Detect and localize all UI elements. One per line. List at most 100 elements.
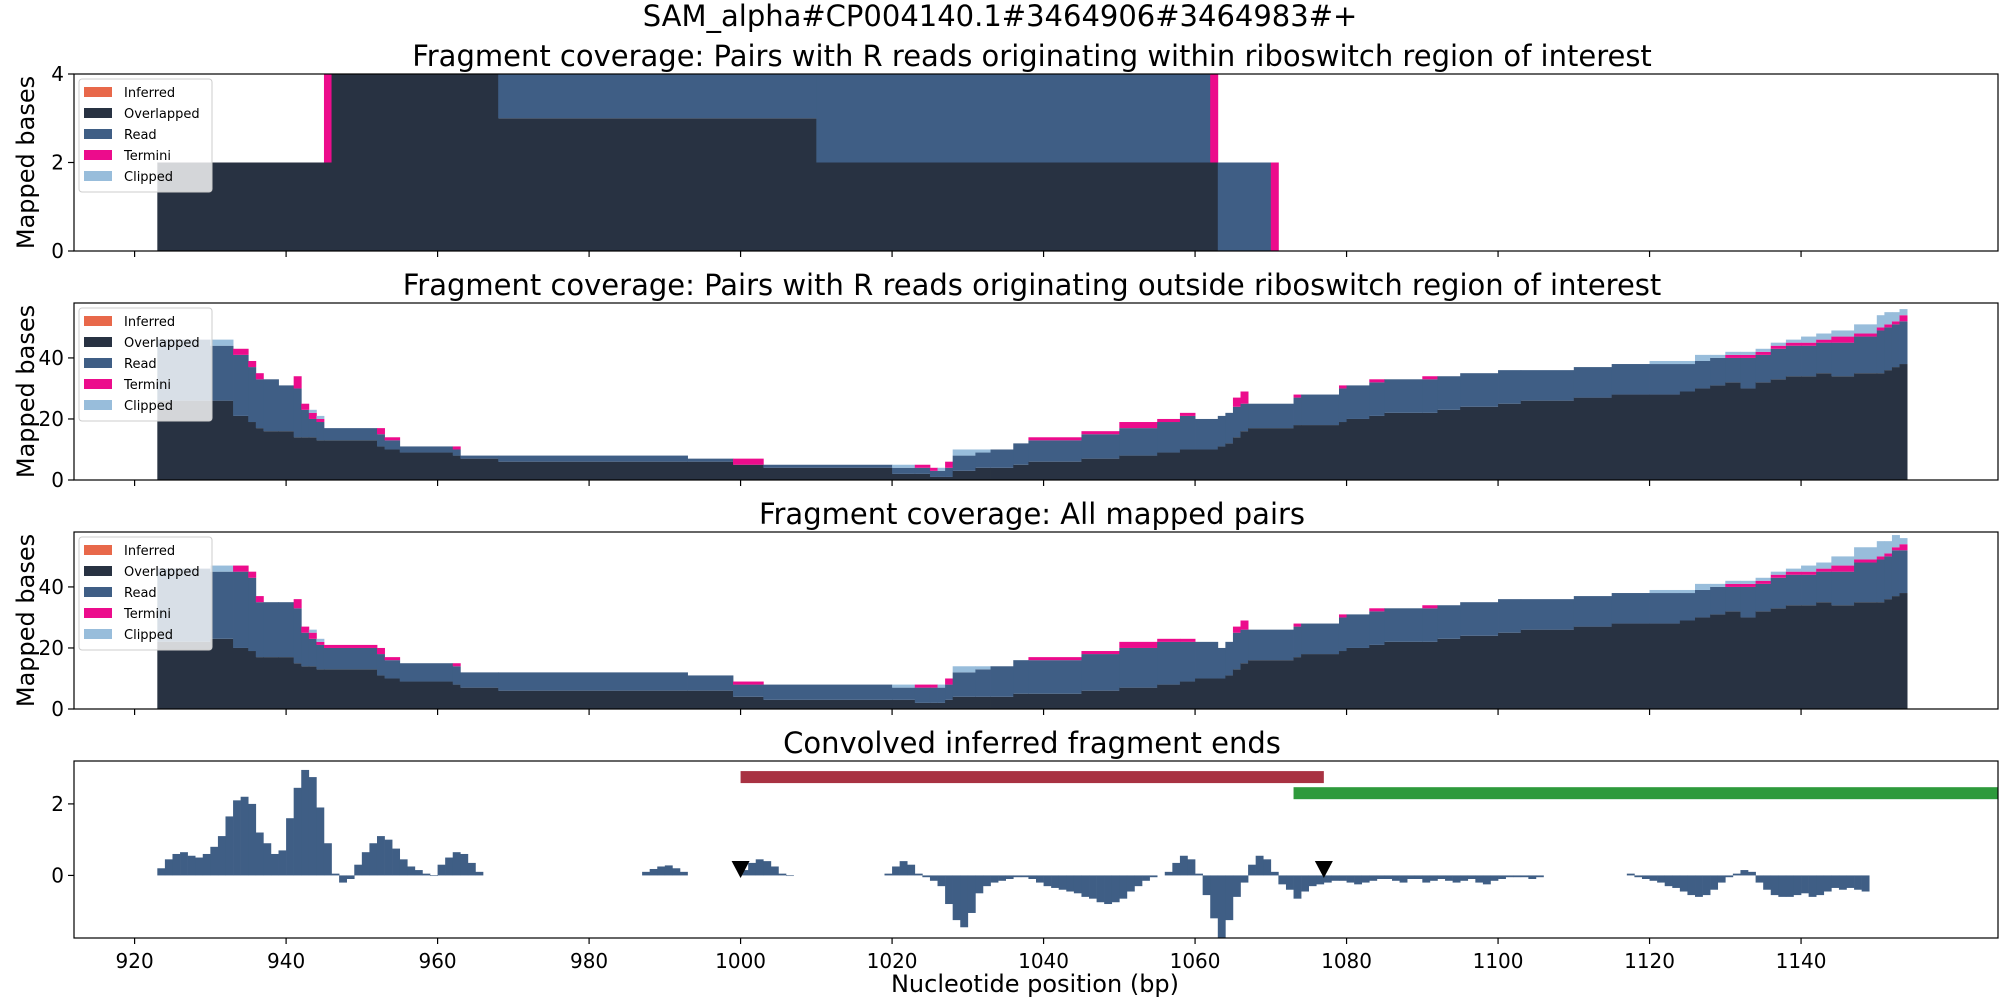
coverage-read-segment xyxy=(1179,641,1196,682)
coverage-overlapped-segment xyxy=(210,400,234,480)
coverage-read-segment xyxy=(1179,415,1196,450)
coverage-termini-segment xyxy=(376,647,385,655)
coverage-read-segment xyxy=(763,464,893,468)
x-tick-label: 1140 xyxy=(1776,949,1827,973)
panels: Inferred Overlapped Read Termini Clipped 0 2 4 F… xyxy=(12,39,1999,973)
convolved-bar xyxy=(323,843,332,876)
coverage-termini-segment xyxy=(945,461,954,468)
coverage-overlapped-segment xyxy=(1232,437,1241,480)
convolved-bar xyxy=(1634,875,1643,878)
convolved-bar xyxy=(180,852,188,876)
coverage-termini-segment xyxy=(1119,641,1158,648)
coverage-termini-segment xyxy=(1831,565,1855,572)
y-tick-label: 40 xyxy=(39,575,64,599)
convolved-bar xyxy=(1452,875,1461,883)
coverage-termini-segment xyxy=(1081,431,1120,435)
coverage-overlapped-segment xyxy=(452,455,461,480)
figure-suptitle: SAM_alpha#CP004140.1#3464906#3464983#+ xyxy=(643,0,1358,33)
coverage-overlapped-segment xyxy=(990,467,1014,480)
coverage-termini-segment xyxy=(1179,638,1196,642)
y-tick-label: 0 xyxy=(51,468,64,492)
legend-label-overlapped: Overlapped xyxy=(124,336,200,351)
y-tick-label: 2 xyxy=(51,792,64,816)
y-tick-label: 20 xyxy=(39,407,64,431)
coverage-overlapped-segment xyxy=(1248,660,1294,709)
panel-title: Fragment coverage: Pairs with R reads or… xyxy=(403,268,1662,302)
coverage-overlapped-segment xyxy=(1217,446,1226,480)
coverage-overlapped-segment xyxy=(1679,620,1696,709)
coverage-clipped-segment xyxy=(1725,351,1741,355)
coverage-clipped-segment xyxy=(1899,309,1908,316)
coverage-termini-segment xyxy=(1725,354,1741,358)
coverage-read-segment xyxy=(498,455,688,462)
convolved-bar xyxy=(922,875,931,878)
coverage-read-segment xyxy=(952,672,976,697)
convolved-bar xyxy=(1043,875,1052,887)
coverage-read-segment xyxy=(278,602,295,658)
coverage-overlapped-segment xyxy=(1801,605,1817,709)
legend-box xyxy=(78,78,213,193)
coverage-termini-segment xyxy=(929,467,938,471)
convolved-bar xyxy=(1626,873,1635,876)
coverage-read-segment xyxy=(1740,586,1757,618)
coverage-read-segment xyxy=(1195,641,1219,679)
coverage-overlapped-segment xyxy=(1301,425,1340,480)
coverage-read-segment xyxy=(1460,602,1499,636)
coverage-overlapped-segment xyxy=(1157,684,1181,709)
coverage-read-segment xyxy=(975,669,991,697)
plot-area xyxy=(157,74,1279,251)
end-marker-1 xyxy=(731,861,750,879)
coverage-clipped-segment xyxy=(1740,351,1757,355)
coverage-overlapped-segment xyxy=(1498,403,1522,480)
coverage-overlapped-segment xyxy=(301,437,310,480)
coverage-read-segment xyxy=(1119,428,1158,456)
coverage-overlapped-segment xyxy=(914,702,931,709)
coverage-overlapped-segment xyxy=(1899,593,1908,709)
coverage-termini-segment xyxy=(1369,608,1385,612)
legend-label-read: Read xyxy=(124,357,157,372)
coverage-overlapped-segment xyxy=(1611,394,1650,480)
convolved-bar xyxy=(982,875,991,887)
convolved-bar xyxy=(967,875,976,913)
coverage-read-segment xyxy=(1498,599,1522,633)
coverage-overlapped-segment xyxy=(1232,669,1241,709)
coverage-overlapped-segment xyxy=(1210,162,1219,251)
coverage-read-segment xyxy=(1801,345,1817,377)
convolved-bar xyxy=(278,850,287,876)
coverage-overlapped-segment xyxy=(498,461,688,480)
coverage-termini-segment xyxy=(384,437,401,441)
coverage-read-segment xyxy=(1384,379,1423,413)
axes-frame xyxy=(73,531,1999,710)
convolved-bar xyxy=(1816,875,1825,896)
convolved-bar xyxy=(430,875,438,877)
convolved-bar xyxy=(1422,875,1431,883)
coverage-read-segment xyxy=(210,345,234,401)
coverage-termini-segment xyxy=(914,464,931,468)
coverage-termini-segment xyxy=(1884,553,1893,557)
coverage-overlapped-segment xyxy=(263,431,279,480)
convolved-bar xyxy=(210,846,219,876)
coverage-read-segment xyxy=(263,602,279,658)
coverage-overlapped-segment xyxy=(1755,382,1772,480)
coverage-overlapped-segment xyxy=(1013,464,1029,480)
convolved-bar xyxy=(157,868,166,876)
coverage-read-segment xyxy=(210,571,234,639)
coverage-read-segment xyxy=(1369,382,1385,416)
convolved-bar xyxy=(316,807,325,876)
convolved-bar xyxy=(1695,875,1703,897)
coverage-read-segment xyxy=(763,684,893,700)
coverage-termini-segment xyxy=(1854,559,1878,563)
legend-swatch-inferred xyxy=(84,545,112,555)
coverage-read-segment xyxy=(1884,556,1893,600)
coverage-read-segment xyxy=(1770,348,1787,380)
coverage-read-segment xyxy=(945,684,954,700)
coverage-overlapped-segment xyxy=(384,449,401,480)
coverage-clipped-segment xyxy=(1755,577,1772,581)
coverage-overlapped-segment xyxy=(1520,400,1575,480)
coverage-termini-segment xyxy=(308,632,317,639)
coverage-overlapped-segment xyxy=(399,452,454,480)
coverage-clipped-segment xyxy=(210,565,234,572)
coverage-termini-segment xyxy=(293,599,302,609)
coverage-read-segment xyxy=(308,638,317,667)
convolved-bar xyxy=(1331,875,1340,881)
